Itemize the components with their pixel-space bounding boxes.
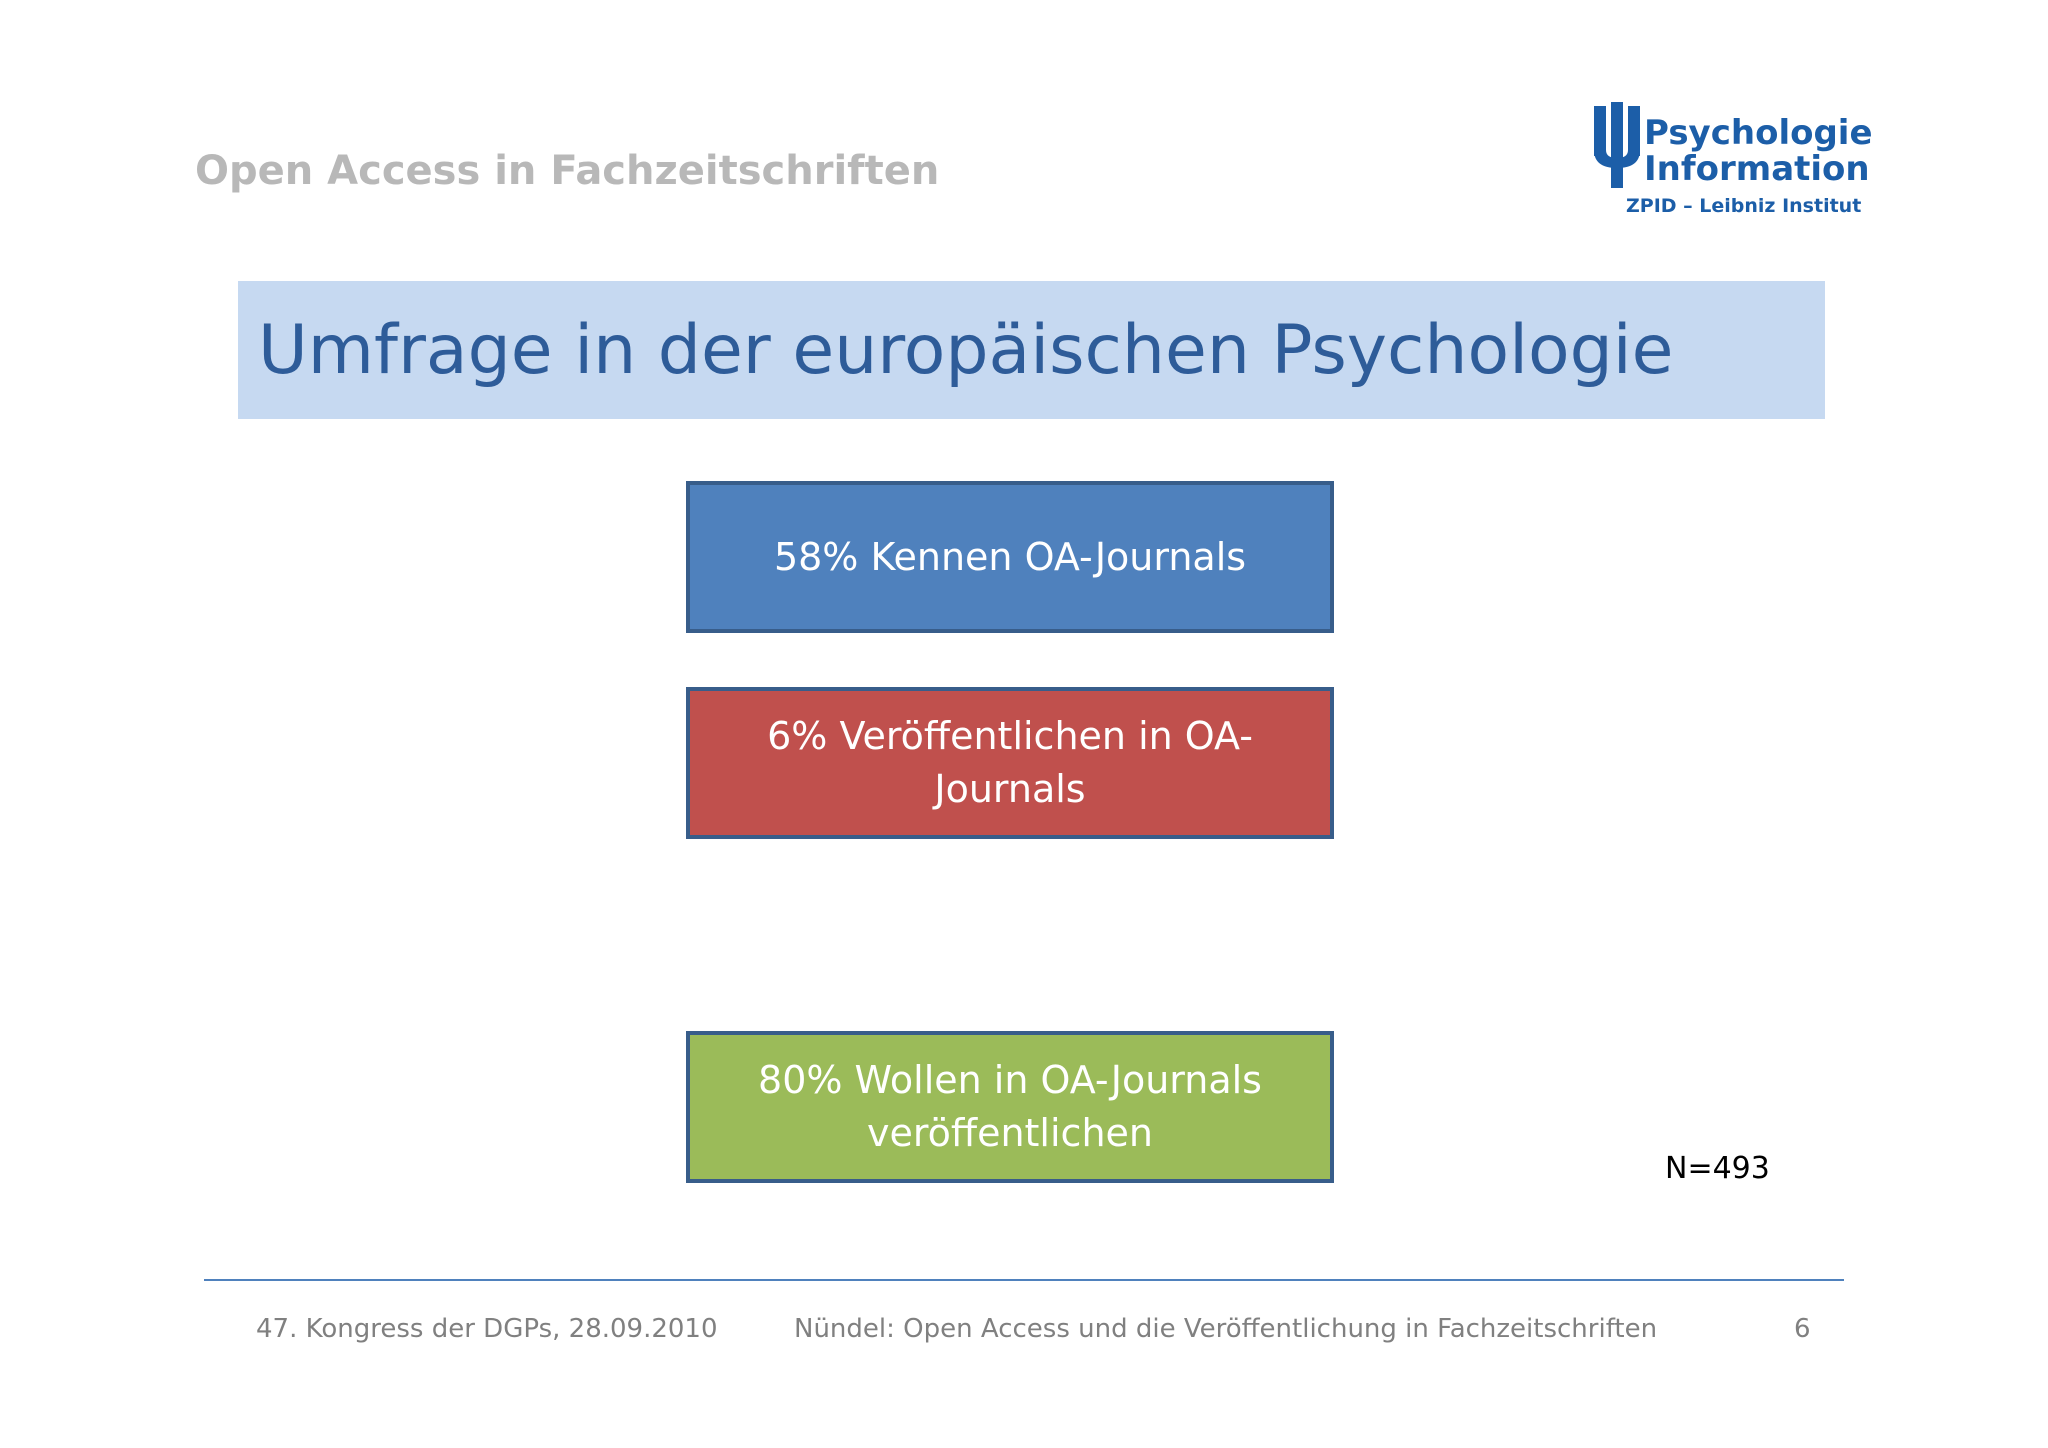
stat-box-want-text: 80% Wollen in OA-Journals veröffentliche… [758,1058,1262,1155]
footer-divider [204,1279,1844,1281]
stat-box-publish: 6% Veröffentlichen in OA- Journals [686,687,1334,839]
sample-size: N=493 [1665,1151,1770,1186]
stat-box-want: 80% Wollen in OA-Journals veröffentliche… [686,1031,1334,1183]
stat-box-publish-text: 6% Veröffentlichen in OA- Journals [767,714,1253,811]
logo-line-1: Psychologie [1644,113,1873,153]
psi-logo-icon: Psychologie Information ZPID – Leibniz I… [1594,102,1873,217]
title-band: Umfrage in der europäischen Psychologie [238,281,1825,419]
stat-box-know: 58% Kennen OA-Journals [686,481,1334,633]
footer-event: 47. Kongress der DGPs, 28.09.2010 [256,1314,718,1344]
header-title: Open Access in Fachzeitschriften [195,148,940,194]
footer-author-title: Nündel: Open Access und die Veröffentlic… [794,1314,1658,1344]
zpid-logo: Psychologie Information ZPID – Leibniz I… [1590,100,1880,225]
logo-line-3: ZPID – Leibniz Institut [1626,195,1861,217]
page-number: 6 [1794,1314,1811,1344]
logo-line-2: Information [1644,149,1870,189]
slide-title: Umfrage in der europäischen Psychologie [258,311,1674,390]
stat-box-know-text: 58% Kennen OA-Journals [773,534,1247,579]
